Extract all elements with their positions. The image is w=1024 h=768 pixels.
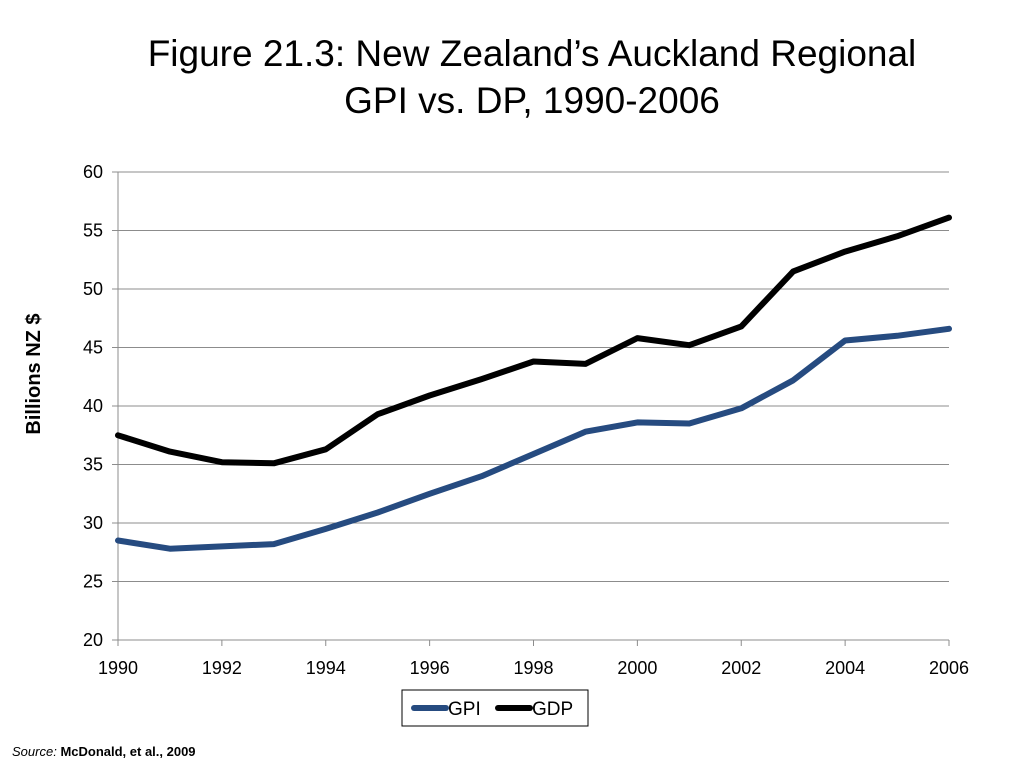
y-axis-title: Billions NZ $ xyxy=(23,313,45,434)
y-tick-label: 35 xyxy=(83,455,103,475)
source-note: Source: McDonald, et al., 2009 xyxy=(12,744,196,759)
source-label: Source: xyxy=(12,744,57,759)
y-tick-label: 20 xyxy=(83,630,103,650)
x-tick-label: 2006 xyxy=(929,658,969,678)
chart-title: Figure 21.3: New Zealand’s Auckland Regi… xyxy=(0,30,1024,124)
source-text: McDonald, et al., 2009 xyxy=(60,744,196,759)
legend-label-gpi: GPI xyxy=(448,699,481,720)
chart-title-line-2: GPI vs. DP, 1990-2006 xyxy=(344,80,720,121)
x-tick-label: 1996 xyxy=(410,658,450,678)
y-tick-label: 50 xyxy=(83,279,103,299)
y-tick-label: 55 xyxy=(83,221,103,241)
x-tick-label: 2002 xyxy=(721,658,761,678)
series-line-gdp xyxy=(115,214,952,467)
x-tick-label: 1992 xyxy=(202,658,242,678)
y-tick-label: 60 xyxy=(83,162,103,182)
y-tick-label: 30 xyxy=(83,513,103,533)
y-tick-label: 25 xyxy=(83,572,103,592)
x-tick-label: 2004 xyxy=(825,658,865,678)
chart-title-line-1: Figure 21.3: New Zealand’s Auckland Regi… xyxy=(147,33,917,74)
legend-label-gdp: GDP xyxy=(532,699,573,720)
x-tick-label: 1990 xyxy=(98,658,138,678)
x-tick-label: 1998 xyxy=(513,658,553,678)
y-tick-label: 40 xyxy=(83,396,103,416)
y-tick-label: 45 xyxy=(83,338,103,358)
x-tick-label: 1994 xyxy=(306,658,346,678)
x-tick-label: 2000 xyxy=(617,658,657,678)
series-line-gpi xyxy=(115,325,952,552)
